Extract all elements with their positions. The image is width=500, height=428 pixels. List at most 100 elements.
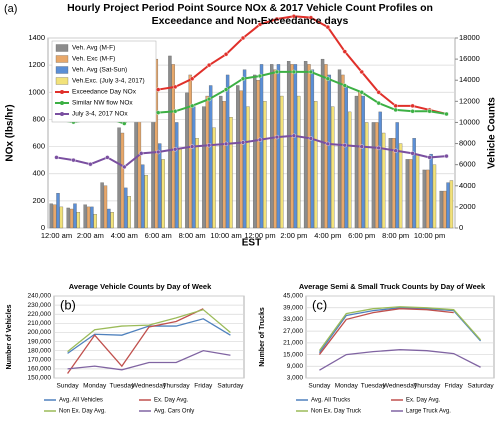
legend-label: Veh.Exc. (July 3-4, 2017) [72, 78, 145, 85]
bar [178, 148, 182, 229]
bar [229, 117, 233, 229]
bar [354, 95, 359, 229]
bar [154, 58, 159, 229]
y-tick-label: 190,000 [28, 338, 52, 345]
bar [83, 204, 87, 229]
line [67, 308, 204, 374]
legend-swatch [55, 66, 69, 74]
y-tick-label: 210,000 [28, 320, 52, 327]
point [427, 109, 432, 114]
bar [344, 85, 348, 229]
bar [388, 138, 393, 229]
x-tick-label: 8:00 am [179, 231, 206, 240]
legend-label: Ex. Day Avg. [406, 398, 441, 404]
point [71, 157, 76, 163]
bar [69, 208, 74, 229]
bar [412, 138, 416, 229]
y-tick-label: 15,000 [283, 351, 303, 358]
point [410, 151, 415, 156]
x-tick-label: Sunday [57, 383, 80, 390]
bar [409, 159, 413, 229]
bar [337, 69, 342, 229]
legend-label: Avg. All Vehicles [59, 398, 103, 404]
point [325, 76, 331, 81]
y2-axis-label: Vehicle Counts [487, 97, 498, 169]
y-tick-label: 1400 [28, 33, 45, 42]
y-tick-label: 600 [32, 142, 45, 151]
point [393, 148, 398, 153]
legend-label: Similar NW flow NOx [72, 100, 133, 107]
y2-tick-label: 2000 [459, 202, 476, 211]
bar [395, 122, 399, 229]
x-tick-label: Friday [445, 383, 464, 390]
point [291, 133, 297, 138]
y-tick-label: 240,000 [28, 293, 52, 300]
line [67, 308, 231, 353]
point [308, 69, 314, 75]
bar [171, 64, 175, 229]
bar [361, 95, 365, 229]
point [88, 162, 93, 167]
bar [297, 95, 301, 229]
point [240, 76, 246, 81]
bar [290, 64, 294, 229]
legend-label: Exceedance Day NOx [72, 89, 137, 96]
point [359, 144, 364, 149]
y-tick-label: 45,000 [283, 293, 303, 300]
bar [127, 196, 131, 229]
x-tick-label: Saturday [217, 383, 244, 390]
y-tick-label: 1000 [28, 87, 45, 96]
bar [392, 138, 396, 229]
bar [324, 64, 328, 229]
bar [446, 182, 450, 229]
panel-label: (b) [60, 297, 76, 312]
bar [161, 159, 165, 229]
point [291, 69, 297, 75]
point [257, 22, 263, 27]
line [318, 308, 454, 355]
x-tick-label: 6:00 am [145, 231, 172, 240]
legend-swatch [55, 55, 69, 63]
point [172, 109, 178, 114]
bar [364, 122, 369, 229]
bar [422, 169, 426, 229]
y-tick-label: 39,000 [283, 304, 303, 311]
y-tick-label: 3,000 [287, 375, 304, 382]
y-tick-label: 0 [41, 223, 45, 232]
y2-tick-label: 16000 [459, 54, 480, 63]
bar [348, 111, 352, 229]
legend-label: Veh. Exc (M-F) [72, 56, 115, 63]
bar [259, 64, 264, 229]
x-tick-label: Friday [194, 383, 213, 390]
y-axis-label: Number of Vehicles [6, 304, 13, 369]
point [206, 62, 212, 68]
point [54, 155, 59, 160]
point [156, 149, 161, 155]
legend-marker [60, 90, 64, 94]
point [156, 87, 161, 92]
y2-tick-label: 6000 [459, 160, 476, 169]
bar [191, 106, 196, 229]
x-tick-label: Wednesday [132, 383, 167, 390]
bar [141, 164, 145, 229]
point [240, 35, 246, 41]
legend-label: Veh. Avg (M-F) [72, 45, 115, 52]
legend-box [51, 40, 157, 123]
y-tick-label: 180,000 [28, 347, 52, 354]
bar [73, 203, 77, 229]
bar [66, 207, 70, 229]
y-tick-label: 33,000 [283, 316, 303, 323]
bar [208, 85, 213, 229]
point [105, 155, 110, 160]
point [223, 87, 229, 92]
point [376, 90, 381, 95]
bar [225, 74, 230, 229]
y-tick-label: 9,000 [287, 363, 304, 370]
point [274, 16, 280, 22]
line [318, 306, 482, 352]
point [444, 111, 449, 117]
x-tick-label: 8:00 pm [382, 231, 409, 240]
point [257, 137, 263, 142]
